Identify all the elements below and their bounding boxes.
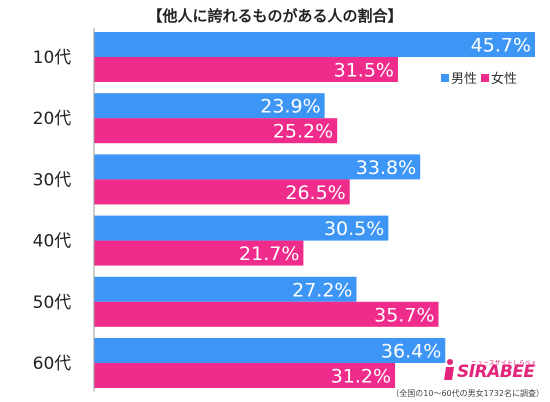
legend: 男性 女性 xyxy=(441,68,517,87)
data-label: 23.9% xyxy=(260,96,320,118)
bar-female xyxy=(94,179,350,205)
bar-male xyxy=(94,32,536,57)
category-label: 50代 xyxy=(33,293,72,313)
data-label: 36.4% xyxy=(381,341,441,363)
data-label: 27.2% xyxy=(292,279,352,301)
category-label: 60代 xyxy=(33,354,72,374)
bar-male xyxy=(94,276,357,302)
data-label: 31.2% xyxy=(331,366,391,388)
logo-mark-icon xyxy=(444,359,454,380)
data-label: 25.2% xyxy=(273,121,333,143)
legend-item-male: 男性 xyxy=(441,68,477,87)
category-label: 30代 xyxy=(33,170,72,190)
data-label: 30.5% xyxy=(324,218,384,240)
chart-title: 【他人に誇れるものがある人の割合】 xyxy=(147,7,403,25)
logo-text: SIRABEE xyxy=(457,362,535,382)
bar-male xyxy=(94,338,446,363)
bar-female xyxy=(94,363,396,388)
data-label: 21.7% xyxy=(239,243,299,265)
data-label: 45.7% xyxy=(471,35,531,57)
legend-swatch-female xyxy=(481,73,490,82)
bar-male xyxy=(94,93,325,119)
bar-female xyxy=(94,57,398,82)
bar-female xyxy=(94,301,439,327)
category-label: 40代 xyxy=(33,232,72,252)
legend-item-female: 女性 xyxy=(481,68,517,87)
data-label: 35.7% xyxy=(374,304,434,326)
bar-male xyxy=(94,215,389,241)
bar-male xyxy=(94,154,421,180)
data-label: 26.5% xyxy=(285,182,345,204)
bar-female xyxy=(94,118,338,144)
sirabee-logo: ニュースサイトしらべぇ SIRABEE xyxy=(441,358,541,382)
logo-subtext: ニュースサイトしらべぇ xyxy=(471,360,537,367)
legend-label-male: 男性 xyxy=(451,72,478,87)
bar-female xyxy=(94,240,304,266)
category-label: 20代 xyxy=(33,109,72,129)
legend-swatch-male xyxy=(441,73,449,82)
legend-label-female: 女性 xyxy=(491,72,518,87)
data-label: 31.5% xyxy=(334,60,394,82)
footnote: （全国の10〜60代の男女1732名に調査） xyxy=(391,389,544,398)
category-label: 10代 xyxy=(33,48,72,68)
data-label: 33.8% xyxy=(356,157,416,179)
